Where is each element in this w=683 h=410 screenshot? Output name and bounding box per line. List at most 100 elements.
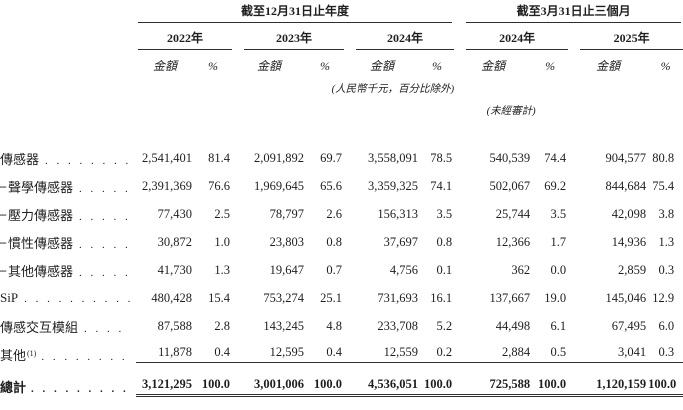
- cell-amount: 25,744: [495, 206, 531, 221]
- row-label: SiP: [0, 290, 19, 305]
- year-header-2023: 2023年: [232, 23, 344, 50]
- empty-cell: [136, 74, 306, 96]
- cell-amount: 19,647: [269, 262, 304, 277]
- cell-amount: 362: [511, 262, 531, 277]
- cell-amount: 4,756: [389, 262, 418, 277]
- row-label: －慣性傳感器: [0, 235, 74, 251]
- amount-header: 金額: [369, 59, 394, 73]
- cell-percent: 0.8: [326, 234, 342, 249]
- cell-percent: 1.0: [214, 234, 230, 249]
- cell-amount: 731,693: [377, 290, 418, 305]
- cell-amount: 480,428: [151, 290, 192, 305]
- year-header-2024: 2024年: [344, 23, 455, 50]
- dot-leader: [45, 155, 130, 167]
- percent-header: %: [660, 59, 671, 73]
- cell-percent: 1.3: [214, 262, 230, 277]
- cell-amount: 156,313: [377, 206, 418, 221]
- section-header-row: 截至12月31日止年度 截至3月31日止三個月: [0, 2, 683, 23]
- dot-leader: [24, 293, 130, 305]
- cell-percent: 3.8: [658, 206, 675, 221]
- table-body: 傳感器 2,541,401 81.4 2,091,892 69.7 3,558,…: [0, 144, 683, 405]
- amount-header: 金額: [152, 59, 177, 73]
- table-row: －慣性傳感器 30,872 1.0 23,803 0.8 37,697 0.8 …: [0, 228, 683, 256]
- table-row: 傳感器 2,541,401 81.4 2,091,892 69.7 3,558,…: [0, 144, 683, 172]
- cell-amount: 2,391,369: [142, 178, 192, 193]
- percent-header: %: [545, 59, 556, 73]
- cell-percent: 0.8: [436, 234, 453, 249]
- cell-percent: 4.8: [326, 318, 342, 333]
- cell-percent: 80.8: [652, 150, 675, 165]
- percent-header: %: [208, 59, 218, 73]
- unaudited-note: (未經審計): [486, 106, 536, 117]
- cell-percent: 6.1: [550, 318, 567, 333]
- empty-cell: [0, 96, 454, 118]
- total-amount-q1-2025: 1,120,159: [568, 368, 649, 405]
- row-label: 傳感交互模組: [0, 319, 79, 335]
- cell-percent: 0.1: [436, 262, 453, 277]
- cell-amount: 844,684: [605, 178, 647, 193]
- percent-header: %: [432, 59, 443, 73]
- cell-percent: 1.7: [550, 234, 567, 249]
- row-label-cell: 傳感交互模組: [0, 312, 136, 340]
- cell-percent: 0.4: [306, 340, 344, 368]
- cell-amount: 502,067: [489, 178, 531, 193]
- cell-percent: 0.3: [648, 340, 683, 368]
- dot-leader: [84, 323, 130, 335]
- cell-amount: 145,046: [605, 290, 647, 305]
- cell-amount: 2,884: [454, 340, 533, 368]
- label-column-spacer: [0, 50, 136, 74]
- empty-cell: [454, 74, 683, 96]
- cell-amount: 12,559: [344, 340, 420, 368]
- percent-header: %: [320, 59, 330, 73]
- row-label: －聲學傳感器: [0, 179, 74, 195]
- cell-amount: 14,936: [611, 234, 647, 249]
- cell-amount: 3,041: [568, 340, 649, 368]
- cell-amount: 1,969,645: [254, 178, 304, 193]
- row-label: 傳感器: [0, 151, 40, 167]
- row-label-cell: －其他傳感器: [0, 256, 136, 284]
- column-header-row: 金額 % 金額 % 金額 % 金額 % 金額 %: [0, 50, 683, 74]
- total-percent-q1-2025: 100.0: [648, 368, 683, 405]
- cell-amount: 23,803: [269, 234, 304, 249]
- cell-amount: 904,577: [605, 150, 647, 165]
- cell-percent: 69.2: [544, 178, 567, 193]
- cell-percent: 3.5: [550, 206, 567, 221]
- table-row: －聲學傳感器 2,391,369 76.6 1,969,645 65.6 3,3…: [0, 172, 683, 200]
- cell-amount: 67,495: [611, 318, 647, 333]
- cell-percent: 3.5: [436, 206, 453, 221]
- total-percent-2023: 100.0: [306, 368, 344, 405]
- empty-cell: [568, 96, 683, 118]
- cell-percent: 0.3: [658, 262, 675, 277]
- footnote-marker: (1): [27, 348, 37, 358]
- cell-percent: 65.6: [320, 178, 342, 193]
- unaudited-note-row: (未經審計): [0, 96, 683, 118]
- total-row-label: 總計: [0, 380, 27, 395]
- cell-percent: 0.4: [194, 340, 232, 368]
- section-header-quarterly-label: 截至3月31日止三個月: [466, 2, 682, 23]
- cell-amount: 41,730: [157, 262, 192, 277]
- row-label-cell: －聲學傳感器: [0, 172, 136, 200]
- label-column-spacer: [0, 74, 136, 96]
- total-row: 總計 3,121,295 100.0 3,001,006 100.0 4,536…: [0, 368, 683, 405]
- row-label-cell: 其他 (1): [0, 340, 136, 368]
- cell-percent: 5.2: [436, 318, 453, 333]
- year-header-q1-2024: 2024年: [454, 23, 569, 50]
- section-header-annual-label: 截至12月31日止年度: [138, 2, 453, 23]
- total-percent-q1-2024: 100.0: [532, 368, 569, 405]
- cell-percent: 16.1: [430, 290, 453, 305]
- cell-amount: 87,588: [157, 318, 192, 333]
- total-amount-2023: 3,001,006: [232, 368, 306, 405]
- section-header-annual: 截至12月31日止年度: [136, 2, 454, 23]
- cell-percent: 1.3: [658, 234, 675, 249]
- total-amount-q1-2024: 725,588: [454, 368, 533, 405]
- total-percent-2022: 100.0: [194, 368, 232, 405]
- cell-amount: 37,697: [383, 234, 418, 249]
- total-label-cell: 總計: [0, 368, 136, 405]
- cell-percent: 6.0: [658, 318, 675, 333]
- table-row: SiP 480,428 15.4 753,274 25.1 731,693 16…: [0, 284, 683, 312]
- dot-leader: [79, 239, 130, 251]
- row-label-cell: －慣性傳感器: [0, 228, 136, 256]
- row-label-cell: SiP: [0, 284, 136, 312]
- cell-amount: 2,091,892: [254, 150, 304, 165]
